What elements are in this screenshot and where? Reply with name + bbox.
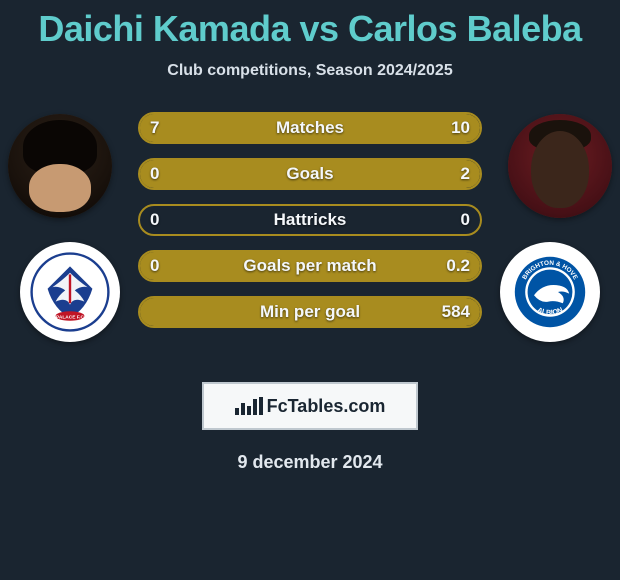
stat-label: Goals per match — [138, 250, 482, 282]
date-label: 9 december 2024 — [0, 452, 620, 473]
player-left-avatar — [8, 114, 112, 218]
stat-row: Goals per match0 0.2 — [138, 250, 482, 282]
subtitle: Club competitions, Season 2024/2025 — [0, 62, 620, 80]
player-right-avatar — [508, 114, 612, 218]
stat-value-left: 0 — [150, 204, 159, 236]
page-title: Daichi Kamada vs Carlos Baleba — [0, 0, 620, 50]
stat-value-right: 584 — [442, 296, 470, 328]
stat-row: Matches7 10 — [138, 112, 482, 144]
stat-label: Hattricks — [138, 204, 482, 236]
stat-value-right: 2 — [461, 158, 470, 190]
club-crest-right: BRIGHTON & HOVE ALBION — [500, 242, 600, 342]
stat-row: Min per goal584 — [138, 296, 482, 328]
stat-value-left: 0 — [150, 158, 159, 190]
stat-bars: Matches710Goals02Hattricks00Goals per ma… — [138, 112, 482, 342]
brand-text: FcTables.com — [267, 396, 386, 417]
stat-value-right: 0 — [461, 204, 470, 236]
bars-chart-icon — [235, 397, 263, 415]
comparison-area: PALACE F.C BRIGHTON & HOVE ALBION Matche… — [0, 112, 620, 372]
stat-value-right: 10 — [451, 112, 470, 144]
brand-watermark: FcTables.com — [202, 382, 418, 430]
stat-value-left: 0 — [150, 250, 159, 282]
player-headshot-icon — [508, 114, 612, 218]
brighton-crest-icon: BRIGHTON & HOVE ALBION — [510, 252, 590, 332]
stat-label: Matches — [138, 112, 482, 144]
svg-text:PALACE F.C: PALACE F.C — [56, 314, 84, 320]
player-headshot-icon — [8, 114, 112, 218]
stat-value-left: 7 — [150, 112, 159, 144]
stat-value-right: 0.2 — [446, 250, 470, 282]
stat-row: Hattricks0 0 — [138, 204, 482, 236]
stat-row: Goals0 2 — [138, 158, 482, 190]
club-crest-left: PALACE F.C — [20, 242, 120, 342]
crystal-palace-crest-icon: PALACE F.C — [30, 252, 110, 332]
stat-label: Min per goal — [138, 296, 482, 328]
stat-label: Goals — [138, 158, 482, 190]
